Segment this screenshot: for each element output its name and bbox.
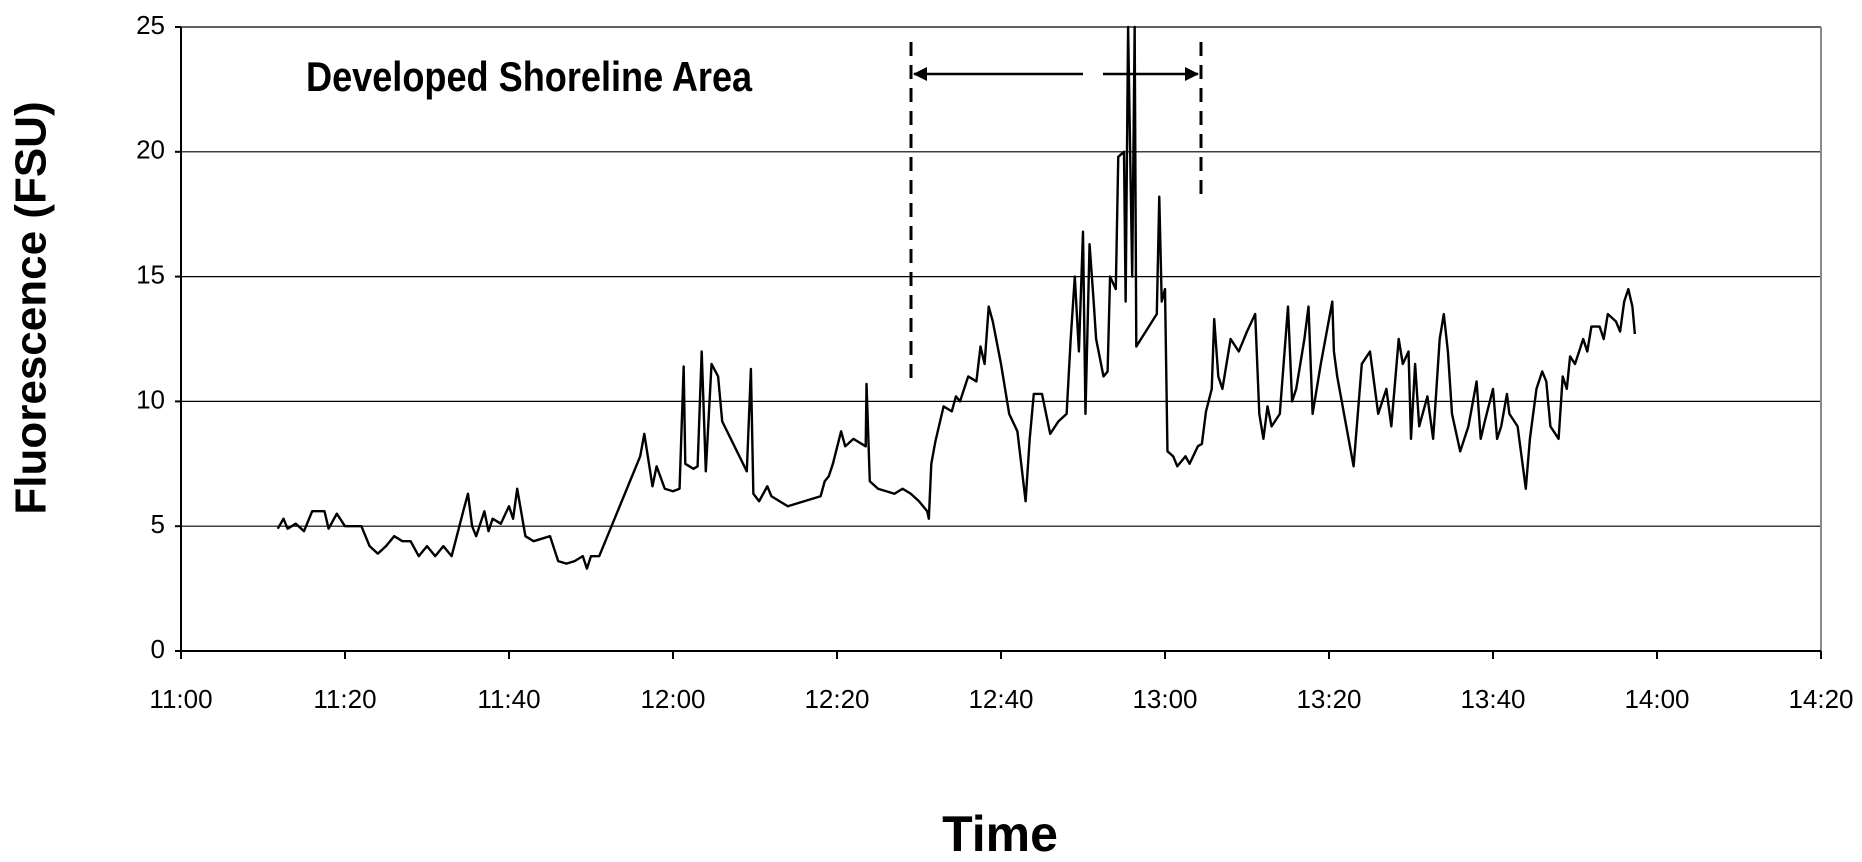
arrow-head [1185,67,1199,81]
x-axis-label: Time [942,806,1058,862]
y-tick-label: 0 [151,634,165,664]
y-tick-label: 15 [136,259,165,289]
x-tick-label: 12:20 [804,684,869,714]
x-tick-label: 11:40 [477,684,540,714]
grid [181,26,1821,652]
data-line [276,25,1637,570]
x-tick-label: 12:40 [968,684,1033,714]
y-tick-label: 20 [136,135,165,165]
x-tick-label: 11:00 [149,684,212,714]
y-tick-label: 5 [151,509,165,539]
annotation: Developed Shoreline Area [306,55,753,101]
y-tick-label: 10 [136,384,165,414]
x-tick-label: 13:40 [1460,684,1525,714]
x-tick-label: 14:20 [1788,684,1853,714]
arrow-head [913,67,927,81]
x-tick-label: 12:00 [640,684,705,714]
x-tick-label: 13:20 [1296,684,1361,714]
x-tick-label: 13:00 [1132,684,1197,714]
x-tick-label: 14:00 [1624,684,1689,714]
y-tick-label: 25 [136,10,165,40]
x-tick-label: 11:20 [313,684,376,714]
y-axis-label: Fluorescence (FSU) [7,101,56,514]
